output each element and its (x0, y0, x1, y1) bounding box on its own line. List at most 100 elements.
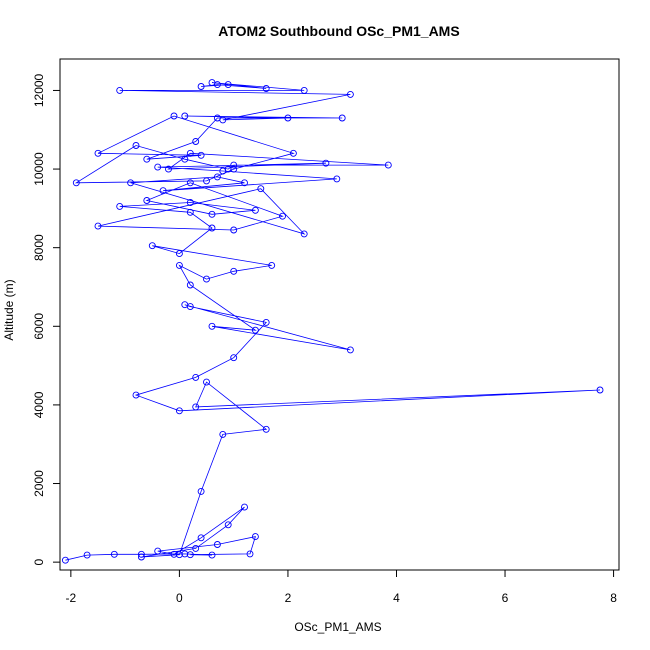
data-point (192, 544, 200, 552)
data-point (143, 197, 151, 204)
data-point (230, 267, 238, 275)
data-point (132, 142, 140, 149)
data-point (186, 179, 194, 187)
y-tick-label: 12000 (32, 73, 46, 107)
data-point (181, 112, 189, 120)
data-point (241, 503, 248, 511)
y-tick-label: 0 (32, 558, 46, 565)
data-point (208, 322, 216, 330)
data-point (289, 149, 297, 157)
data-point (230, 165, 238, 173)
data-point (219, 116, 227, 124)
chart-title: ATOM2 Southbound OSc_PM1_AMS (218, 23, 459, 39)
data-point (181, 155, 189, 163)
data-point (213, 81, 221, 89)
y-tick-label: 6000 (32, 313, 46, 340)
data-point (132, 391, 140, 399)
data-point (224, 81, 232, 89)
y-tick-label: 10000 (32, 152, 46, 186)
x-tick-label: 6 (502, 591, 509, 605)
data-point (175, 407, 183, 415)
data-point (230, 161, 238, 169)
data-point (246, 550, 254, 558)
x-tick-label: 2 (285, 591, 292, 605)
data-point (192, 138, 200, 145)
data-point (284, 114, 292, 122)
data-point (224, 165, 232, 173)
data-point (224, 521, 232, 529)
data-point (170, 112, 178, 120)
data-point (186, 551, 194, 559)
data-point (300, 230, 308, 238)
data-point (143, 155, 151, 163)
data-point (268, 261, 276, 269)
data-point (61, 556, 69, 564)
data-point (137, 550, 145, 558)
x-tick-label: -2 (66, 591, 77, 605)
x-axis: -2 0 2 4 6 8 (66, 569, 617, 605)
data-point (148, 242, 156, 250)
y-tick-label: 4000 (32, 391, 46, 418)
data-point (262, 85, 270, 92)
data-point (208, 224, 216, 232)
data-point (346, 346, 354, 354)
data-point (197, 534, 205, 542)
data-point (175, 261, 183, 269)
data-point (186, 208, 194, 216)
data-point (338, 114, 346, 122)
data-point (230, 354, 238, 362)
data-point (262, 425, 270, 433)
y-axis-label: Altitude (m) (2, 279, 16, 340)
data-point (186, 199, 194, 206)
data-point (94, 222, 102, 230)
data-point (127, 179, 135, 187)
data-point (154, 163, 162, 171)
data-point (192, 373, 200, 381)
data-point (159, 187, 167, 195)
data-point (170, 550, 178, 558)
data-point (72, 179, 80, 187)
data-point (116, 202, 124, 210)
data-point (116, 86, 124, 94)
data-point (175, 250, 183, 258)
data-point (333, 175, 341, 183)
x-tick-label: 0 (176, 591, 183, 605)
data-point (197, 151, 205, 159)
x-tick-label: 8 (610, 591, 617, 605)
data-point (154, 547, 162, 555)
data-point (322, 159, 330, 167)
data-point (213, 541, 221, 548)
data-point (94, 149, 102, 157)
data-point (262, 318, 270, 326)
y-tick-label: 8000 (32, 234, 46, 261)
data-point (203, 177, 210, 185)
data-point (208, 551, 216, 559)
data-point (213, 173, 221, 181)
data-point (203, 275, 210, 283)
data-point (279, 212, 286, 220)
data-point (384, 161, 392, 169)
data-point (137, 553, 145, 561)
data-point (175, 551, 183, 559)
data-point (186, 281, 194, 289)
plot-frame (59, 58, 620, 571)
x-tick-label: 4 (393, 591, 400, 605)
y-tick-label: 2000 (32, 470, 46, 497)
data-point (165, 165, 172, 173)
data-point (181, 301, 189, 309)
data-point (197, 83, 205, 90)
data-point (251, 326, 259, 334)
data-point (251, 533, 259, 541)
data-point (192, 403, 200, 411)
data-point (186, 149, 194, 157)
data-point (83, 551, 91, 559)
data-point (230, 226, 238, 234)
x-axis-label: OSc_PM1_AMS (294, 620, 381, 634)
data-point (203, 378, 210, 386)
data-point (110, 550, 118, 558)
data-point (241, 179, 248, 187)
data-point (251, 206, 259, 214)
data-point (208, 210, 216, 218)
data-point (300, 86, 308, 94)
